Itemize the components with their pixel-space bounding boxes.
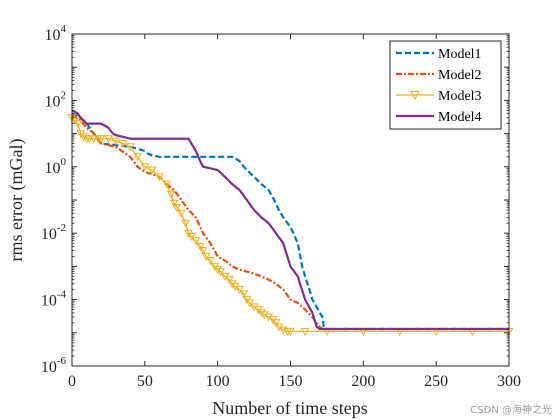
- series-layer: [67, 109, 514, 336]
- x-tick-label: 0: [68, 373, 76, 390]
- series-point-model3: [79, 133, 88, 142]
- series-point-model3: [104, 135, 113, 144]
- legend-label-model3: Model3: [438, 89, 482, 104]
- x-tick-label: 250: [424, 373, 448, 390]
- series-point-model3: [73, 120, 83, 129]
- series-point-model3: [286, 327, 295, 336]
- series-point-model3: [198, 247, 208, 256]
- series-point-model3: [227, 280, 237, 289]
- series-point-model3: [239, 290, 249, 299]
- series-point-model3: [140, 163, 150, 172]
- axes-layer: 0 50 100 150 200 250 300 10-6 10-4 10-2 100 102 104: [41, 23, 521, 390]
- series-point-model3: [147, 166, 157, 175]
- series-point-model3: [187, 232, 196, 241]
- y-tick-label: 104: [45, 23, 67, 44]
- series-point-model3: [191, 237, 201, 246]
- legend-box: [389, 40, 502, 130]
- series-point-model3: [213, 266, 223, 275]
- y-tick-label: 102: [45, 89, 67, 110]
- legend-marker-model3: [410, 91, 420, 101]
- y-axis-title: rms error (mGal): [6, 139, 27, 262]
- y-tick-label: 10-2: [41, 222, 66, 243]
- series-point-model3: [224, 276, 234, 285]
- series-point-model3: [169, 199, 179, 208]
- series-line-model2: [71, 114, 509, 331]
- series-point-model3: [195, 242, 205, 251]
- series-point-model3: [181, 219, 190, 228]
- x-tick-label: 100: [206, 373, 230, 390]
- y-tick-label: 10-4: [41, 289, 67, 310]
- series-point-model3: [271, 319, 281, 328]
- series-point-model3: [85, 135, 94, 144]
- series-point-model3: [125, 143, 135, 152]
- legend: Model1 Model2 Model3 Model4: [389, 40, 502, 130]
- x-tick-label: 150: [279, 373, 303, 390]
- series-point-model3: [133, 153, 142, 162]
- x-tick-label: 300: [497, 373, 521, 390]
- legend-label-model4: Model4: [438, 110, 482, 125]
- series-point-model3: [162, 180, 172, 189]
- x-tick-label: 200: [351, 373, 375, 390]
- series-point-model3: [89, 135, 99, 144]
- series-point-model3: [245, 299, 255, 308]
- series-point-model3: [206, 257, 215, 266]
- y-tick-label: 100: [45, 156, 67, 177]
- series-point-model3: [216, 268, 225, 277]
- y-tick-label: 10-6: [41, 355, 67, 376]
- legend-label-model1: Model1: [438, 47, 482, 62]
- series-line-model4: [71, 109, 509, 331]
- series-point-model3: [257, 309, 266, 318]
- series-point-model3: [166, 190, 176, 199]
- series-point-model3: [118, 140, 128, 149]
- legend-label-model2: Model2: [438, 68, 482, 83]
- watermark: CSDN @海神之光: [470, 405, 552, 416]
- series-point-model3: [111, 137, 121, 146]
- series-point-model3: [235, 286, 244, 295]
- series-point-model3: [201, 252, 211, 261]
- x-tick-label: 50: [137, 373, 153, 390]
- series-point-model3: [300, 327, 310, 336]
- series-point-model3: [155, 173, 164, 182]
- series-point-model3: [96, 135, 106, 144]
- x-axis-title: Number of time steps: [212, 398, 367, 418]
- series-point-model3: [176, 209, 186, 218]
- series-point-model3: [172, 203, 182, 212]
